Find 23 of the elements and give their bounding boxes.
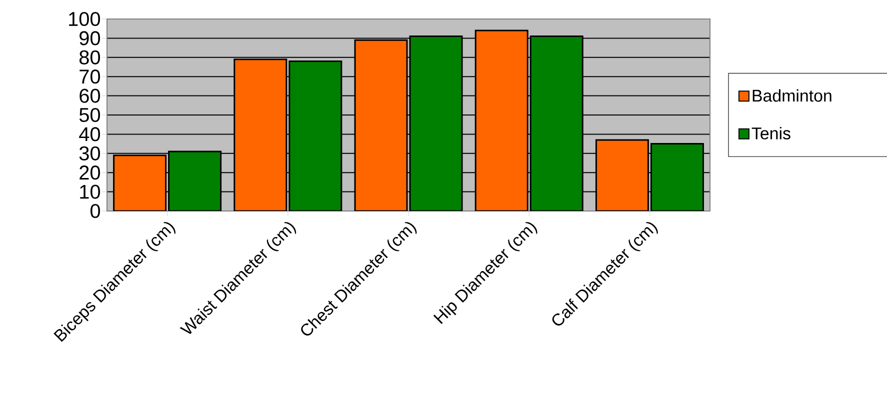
- bar: [114, 155, 166, 211]
- bar: [289, 61, 342, 211]
- bar: [168, 151, 221, 211]
- y-tick-label: 60: [80, 88, 100, 103]
- y-tick-label: 100: [69, 12, 100, 26]
- bar: [595, 139, 649, 211]
- y-tick-label: 50: [79, 108, 100, 122]
- y-tick-label: 0: [90, 204, 100, 218]
- bar: [650, 143, 704, 211]
- legend-label: Tenis: [752, 126, 790, 140]
- bar: [530, 36, 583, 211]
- bar: [234, 59, 286, 211]
- legend-label: Badminton: [752, 89, 832, 102]
- y-tick-label: 20: [80, 166, 100, 180]
- y-tick-label: 30: [79, 146, 100, 160]
- y-tick-label: 40: [79, 127, 100, 142]
- bar: [476, 30, 528, 211]
- y-tick-label: 70: [80, 70, 100, 84]
- bar: [355, 40, 407, 211]
- y-tick-label: 80: [80, 50, 100, 64]
- bar: [410, 36, 462, 211]
- y-tick-label: 90: [80, 31, 100, 46]
- y-tick-label: 10: [80, 184, 100, 199]
